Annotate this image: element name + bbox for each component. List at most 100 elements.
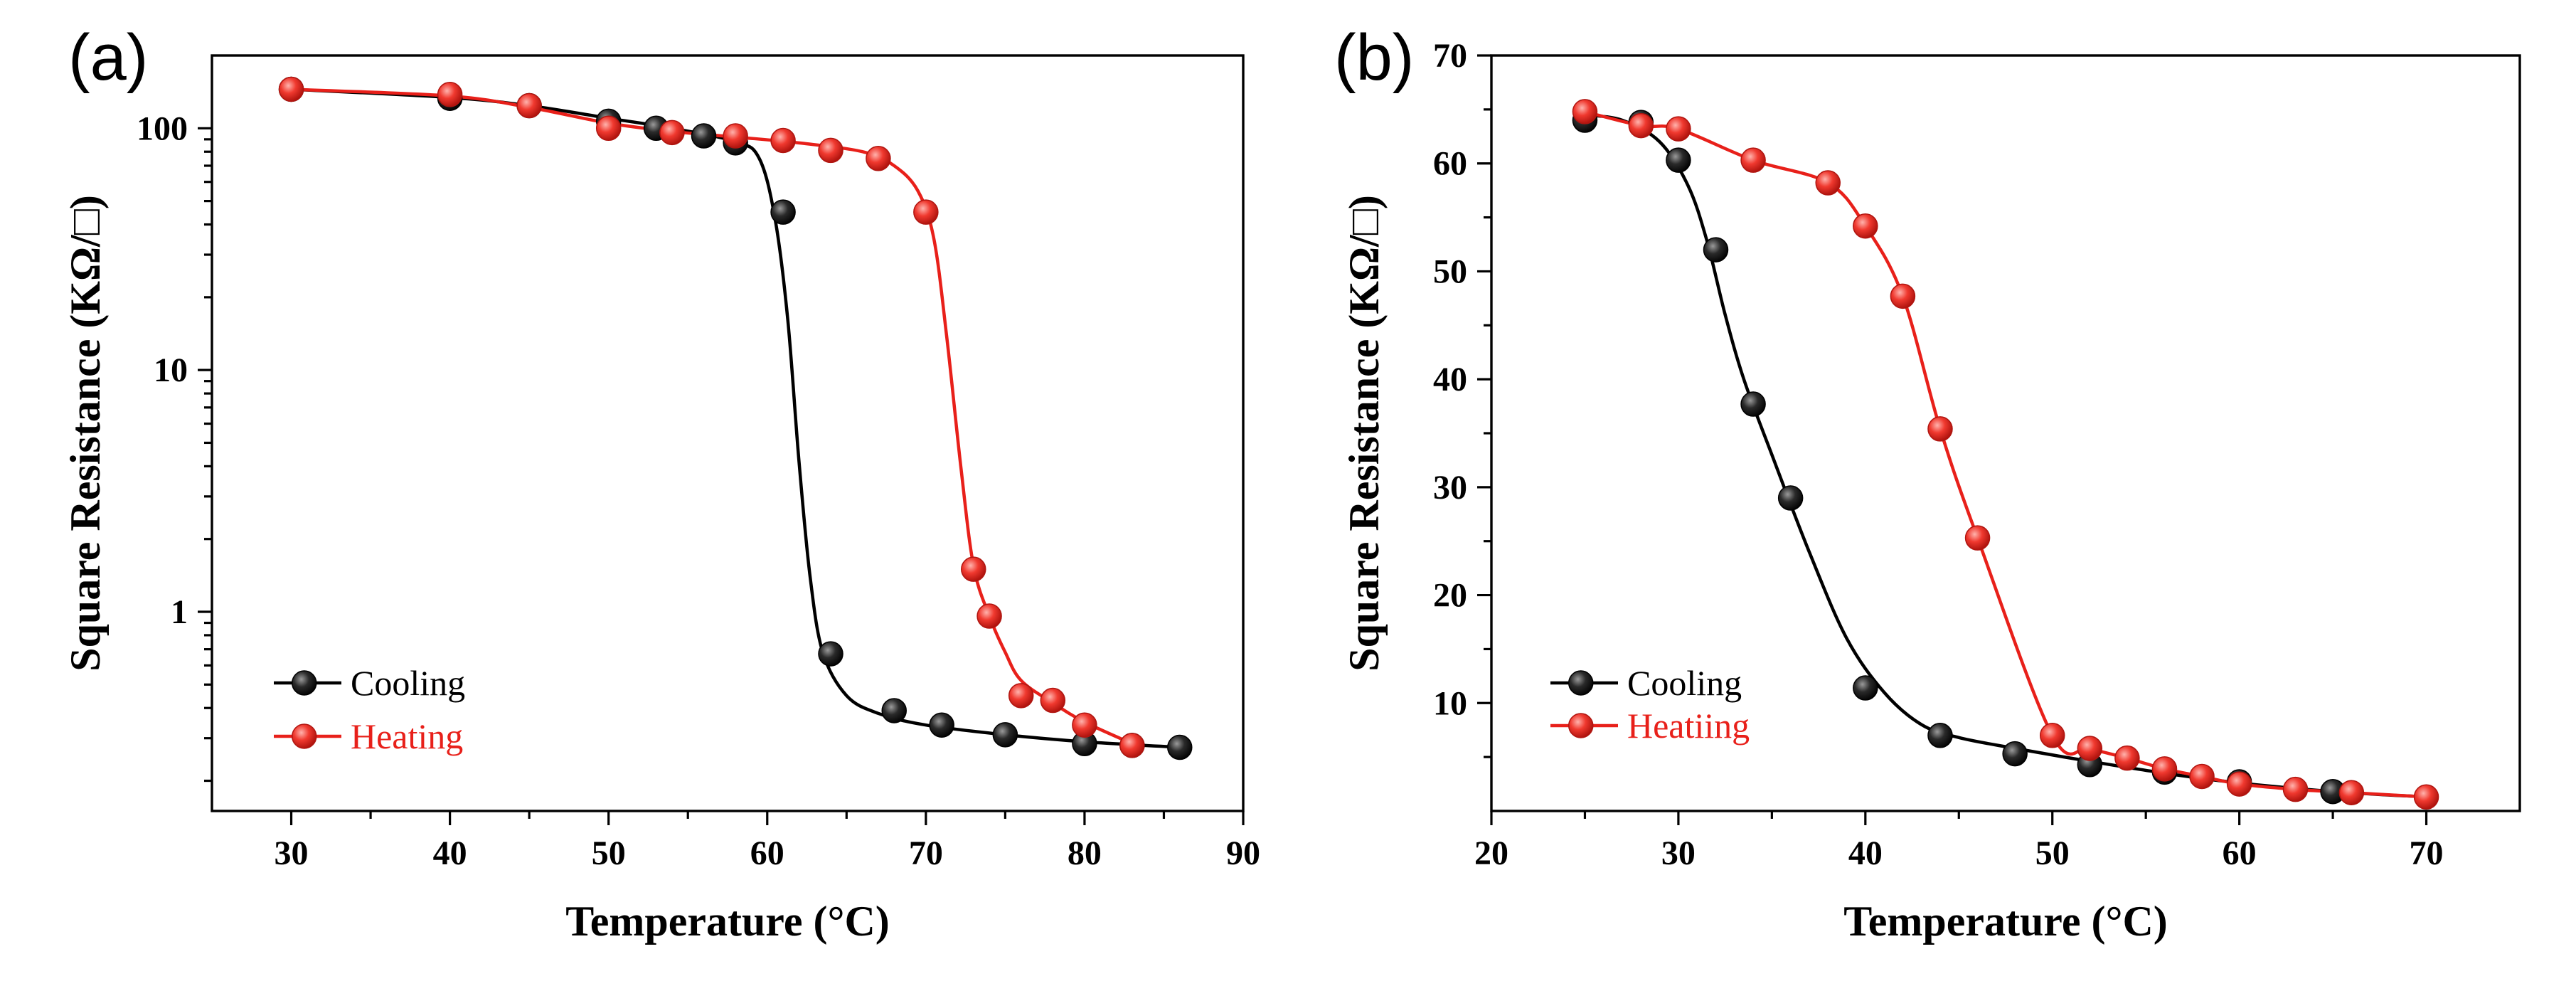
data-point-heating (818, 137, 843, 164)
data-point-heating (1119, 733, 1145, 758)
data-point-heatiing (1927, 416, 1953, 442)
data-point-heatiing (2077, 736, 2103, 761)
panel-b-ticks: 20 30 40 50 60 70 10 20 30 40 50 60 70 (1433, 37, 2444, 872)
data-point-cooling (1777, 485, 1804, 511)
data-point-cooling (1853, 675, 1878, 701)
data-point-heating (723, 123, 748, 149)
series-line-heating (291, 88, 1133, 746)
legend-label-heatiing: Heatiing (1627, 706, 1750, 746)
y-tick-label: 1 (171, 593, 188, 631)
data-point-heating (770, 127, 796, 154)
y-tick-label: 10 (154, 351, 188, 389)
data-point-cooling (1927, 723, 1953, 748)
data-point-heatiing (1964, 525, 1991, 551)
panel-b-label: (b) (1334, 21, 1414, 94)
panel-b-plot-frame (1490, 54, 2521, 812)
series-line-cooling (291, 88, 1180, 749)
data-point-heatiing (1853, 213, 1878, 239)
x-tick-label: 40 (1848, 834, 1883, 872)
data-point-heating (278, 76, 304, 102)
data-point-heating (961, 556, 986, 582)
data-point-cooling (818, 641, 843, 667)
panel-a-y-axis-title: Square Resistance (KΩ/□) (62, 195, 109, 672)
data-point-heating (976, 603, 1002, 629)
data-point-heating (516, 92, 542, 119)
data-point-heating (1008, 683, 1034, 709)
y-tick-label: 30 (1433, 469, 1467, 507)
data-point-cooling (1666, 147, 1691, 173)
y-tick-label: 40 (1433, 361, 1467, 398)
data-point-heatiing (1815, 170, 1841, 196)
x-tick-label: 70 (2410, 834, 2444, 872)
data-point-heatiing (2039, 723, 2065, 748)
y-tick-label: 70 (1433, 37, 1467, 75)
panel-a-x-axis-title: Temperature (°C) (565, 898, 890, 945)
data-point-heatiing (2413, 784, 2439, 810)
data-point-heatiing (1628, 112, 1654, 139)
x-tick-label: 40 (433, 834, 467, 872)
panel-a-plot-frame (211, 54, 1245, 812)
panel-a-data-points (278, 76, 1193, 760)
legend-marker-cooling (292, 670, 317, 696)
panel-b-data-points (1572, 99, 2439, 810)
legend-marker-heating (292, 723, 317, 749)
data-point-cooling (1740, 391, 1766, 417)
x-tick-label: 80 (1068, 834, 1102, 872)
data-point-heating (437, 82, 463, 107)
x-tick-label: 90 (1226, 834, 1260, 872)
legend-marker-heatiing (1568, 713, 1594, 738)
data-point-heating (659, 120, 685, 146)
panel-a-legend: Cooling Heating (274, 663, 465, 756)
y-tick-label: 50 (1433, 253, 1467, 290)
y-tick-label: 60 (1433, 145, 1467, 183)
panel-a: (a) 30 40 50 60 70 80 90 1 10 100 Temperature (°C… (62, 21, 1260, 945)
data-point-heating (1040, 687, 1066, 714)
legend-label-cooling: Cooling (351, 663, 465, 703)
legend-marker-cooling (1568, 670, 1594, 696)
data-point-heatiing (2338, 780, 2365, 805)
data-point-cooling (881, 698, 907, 723)
data-point-heating (1072, 712, 1097, 738)
data-point-cooling (1703, 237, 1729, 263)
data-point-heating (913, 199, 939, 225)
legend-label-cooling: Cooling (1627, 663, 1742, 703)
y-tick-label: 20 (1433, 577, 1467, 615)
data-point-cooling (2002, 741, 2028, 767)
data-point-heating (866, 146, 891, 171)
data-point-cooling (691, 123, 717, 149)
x-tick-label: 50 (2035, 834, 2070, 872)
x-tick-label: 70 (909, 834, 943, 872)
data-point-heatiing (2189, 763, 2215, 790)
panel-a-label: (a) (68, 21, 148, 94)
data-point-heatiing (2226, 771, 2252, 797)
data-point-heatiing (2114, 745, 2140, 771)
panel-b: (b) 20 30 40 50 60 70 10 20 30 40 50 60 70 Temperatu… (1334, 21, 2521, 945)
x-tick-label: 30 (275, 834, 309, 872)
x-tick-label: 60 (2223, 834, 2257, 872)
data-point-heatiing (2282, 776, 2309, 802)
data-point-cooling (770, 199, 796, 225)
y-tick-label: 100 (137, 110, 188, 147)
series-line-cooling (1585, 113, 2427, 799)
data-point-cooling (929, 712, 954, 738)
panel-b-y-axis-title: Square Resistance (KΩ/□) (1341, 195, 1388, 672)
x-tick-label: 30 (1661, 834, 1696, 872)
data-point-cooling (1167, 734, 1193, 760)
panel-b-x-axis-title: Temperature (°C) (1843, 898, 2168, 945)
data-point-heatiing (2151, 756, 2178, 782)
data-point-heating (595, 115, 622, 142)
x-tick-label: 60 (750, 834, 784, 872)
data-point-heatiing (1666, 116, 1691, 142)
panel-a-fit-curves (291, 88, 1180, 749)
x-tick-label: 20 (1474, 834, 1508, 872)
data-point-heatiing (1740, 147, 1766, 173)
legend-label-heating: Heating (351, 716, 463, 756)
data-point-cooling (992, 722, 1018, 748)
y-tick-label: 10 (1433, 684, 1467, 722)
data-point-heatiing (1890, 283, 1916, 309)
x-tick-label: 50 (592, 834, 626, 872)
data-point-heatiing (1572, 99, 1598, 124)
panel-a-ticks: 30 40 50 60 70 80 90 1 10 100 (137, 110, 1260, 872)
